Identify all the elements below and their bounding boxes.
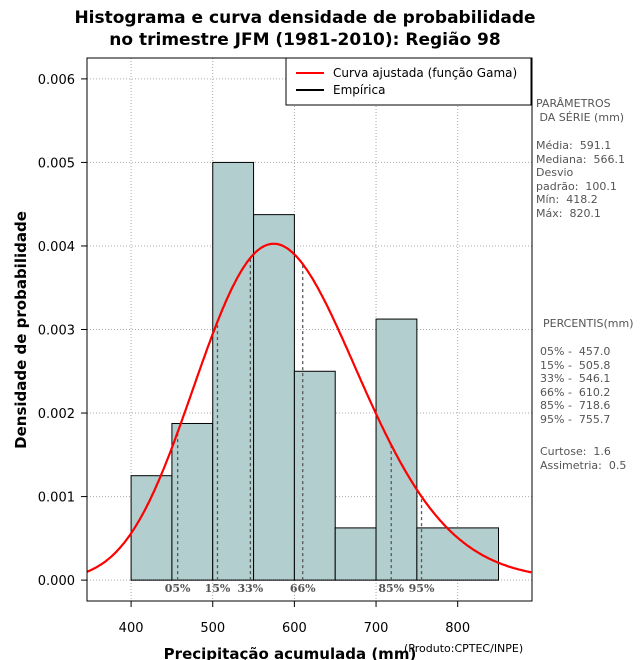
- x-tick-label: 800: [445, 621, 470, 636]
- histogram-bar: [212, 161, 255, 581]
- y-tick-label: 0.001: [38, 491, 75, 506]
- y-tick-label: 0.002: [38, 407, 75, 422]
- percentile-label: 05%: [165, 582, 191, 595]
- percentile-label: 85%: [378, 582, 404, 595]
- percentile-label: 66%: [290, 582, 316, 595]
- legend-box: [285, 57, 532, 106]
- chart-title-line-1: Histograma e curva densidade de probabil…: [74, 8, 536, 28]
- x-tick-label: 600: [282, 621, 307, 636]
- histogram-bar: [416, 527, 500, 581]
- y-tick-label: 0.003: [38, 324, 75, 339]
- credit-label: (Produto:CPTEC/INPE): [404, 642, 523, 655]
- histogram-bar: [130, 475, 173, 581]
- x-tick-label: 400: [119, 621, 144, 636]
- x-tick-label: 500: [200, 621, 225, 636]
- histogram-bar: [293, 370, 336, 581]
- legend-label: Curva ajustada (função Gama): [333, 66, 517, 80]
- y-tick-label: 0.004: [38, 240, 75, 255]
- percentis-heading: PERCENTIS(mm): [543, 317, 634, 330]
- histogram-bar: [375, 318, 418, 581]
- params-heading: PARÂMETROS DA SÉRIE (mm): [536, 97, 625, 124]
- percentile-label: 95%: [409, 582, 435, 595]
- histogram-bar: [253, 214, 295, 581]
- histogram-bar: [334, 527, 377, 581]
- params-values: Média: 591.1 Mediana: 566.1 Desvio padrã…: [536, 139, 625, 220]
- legend-label: Empírica: [333, 83, 385, 97]
- chart-title-line-2: no trimestre JFM (1981-2010): Região 98: [109, 30, 501, 50]
- y-tick-label: 0.006: [38, 73, 75, 88]
- gamma-curve: [86, 242, 532, 574]
- y-tick-label: 0.005: [38, 156, 75, 171]
- percentis-values: 05% - 457.0 15% - 505.8 33% - 546.1 66% …: [540, 345, 611, 426]
- y-axis-title: Densidade de probabilidade: [12, 211, 30, 449]
- x-tick-label: 700: [364, 621, 389, 636]
- shape-stats: Curtose: 1.6 Assimetria: 0.5: [540, 445, 627, 472]
- percentile-label: 33%: [238, 582, 264, 595]
- y-tick-label: 0.000: [38, 574, 75, 589]
- percentile-label: 15%: [205, 582, 231, 595]
- x-axis-title: Precipitação acumulada (mm): [164, 645, 417, 660]
- histogram-bar: [171, 422, 214, 581]
